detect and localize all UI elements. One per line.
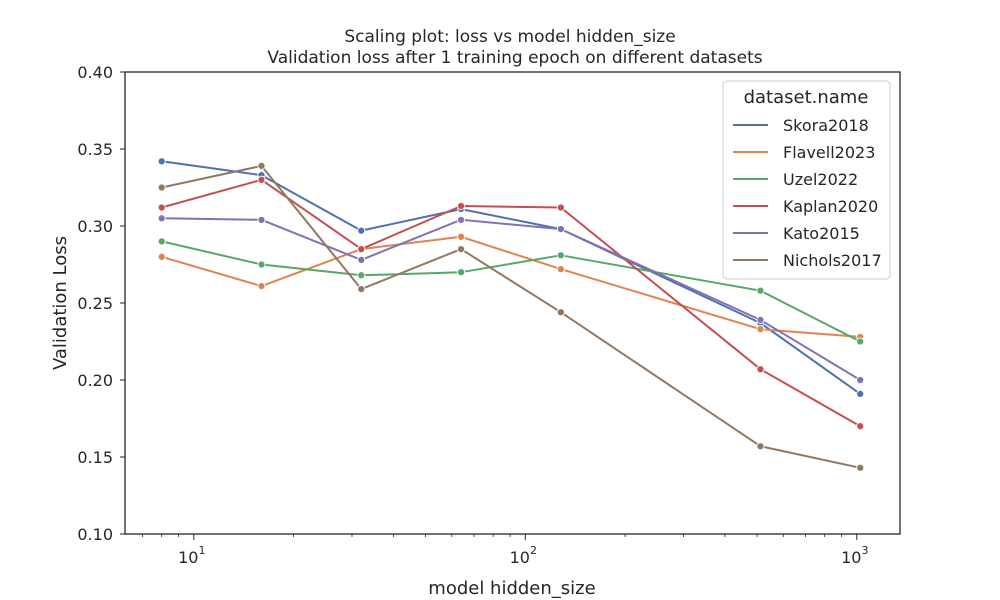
y-tick-label: 0.15	[77, 448, 113, 467]
legend-box	[722, 80, 891, 280]
data-point	[357, 285, 366, 294]
data-point	[856, 337, 865, 346]
data-point	[556, 251, 565, 260]
data-point	[856, 422, 865, 431]
data-point	[856, 463, 865, 472]
legend-label: Kato2015	[783, 224, 860, 243]
series-uzel2022	[157, 237, 865, 346]
data-point	[357, 245, 366, 254]
data-point	[756, 365, 765, 374]
legend-label: Skora2018	[783, 116, 869, 135]
legend-title: dataset.name	[744, 87, 869, 108]
chart-title: Scaling plot: loss vs model hidden_size	[344, 27, 675, 47]
data-point	[357, 271, 366, 280]
legend-item: Skora2018	[733, 116, 869, 135]
data-point	[556, 265, 565, 274]
data-point	[157, 237, 166, 246]
x-tick-exponent: 3	[861, 544, 868, 557]
data-point	[357, 255, 366, 264]
x-tick-label: 103	[841, 544, 868, 567]
series-kaplan2020	[157, 175, 865, 431]
data-point	[856, 375, 865, 385]
y-tick-label: 0.20	[77, 371, 113, 390]
x-axis: 101 102 103	[142, 534, 868, 567]
legend-label: Uzel2022	[783, 170, 858, 189]
x-tick-label: 101	[178, 544, 205, 567]
x-tick-base: 10	[178, 548, 198, 567]
data-point	[756, 286, 765, 295]
data-point	[556, 225, 565, 234]
series-kato2015	[157, 214, 865, 385]
x-tick-base: 10	[841, 548, 861, 567]
x-tick-base: 10	[510, 548, 530, 567]
x-tick-label: 102	[510, 544, 537, 567]
data-point	[756, 442, 765, 451]
data-point	[457, 201, 466, 211]
legend-item: Flavell2023	[733, 143, 875, 162]
data-point	[556, 203, 565, 212]
data-point	[157, 157, 166, 166]
x-tick-exponent: 2	[530, 544, 537, 557]
legend-item: Nichols2017	[733, 251, 882, 270]
y-axis: 0.10 0.15 0.20 0.25 0.30 0.35 0.40	[77, 63, 125, 544]
data-point	[157, 252, 166, 261]
data-point	[257, 161, 266, 170]
data-point	[457, 268, 466, 277]
legend: dataset.name Skora2018 Flavell2023 Uzel202…	[722, 80, 891, 280]
legend-item: Kaplan2020	[733, 197, 878, 216]
x-tick-exponent: 1	[198, 544, 205, 557]
legend-item: Uzel2022	[733, 170, 858, 189]
y-tick-label: 0.40	[77, 63, 113, 82]
y-tick-label: 0.10	[77, 525, 113, 544]
data-point	[457, 215, 466, 224]
data-point	[157, 183, 166, 192]
series-layer	[157, 157, 865, 472]
legend-label: Kaplan2020	[783, 197, 878, 216]
y-tick-label: 0.35	[77, 140, 113, 159]
data-point	[756, 325, 765, 334]
data-point	[257, 215, 266, 224]
data-point	[457, 232, 466, 241]
data-point	[357, 226, 366, 235]
data-point	[556, 308, 565, 317]
data-point	[157, 214, 166, 223]
legend-items: Skora2018 Flavell2023 Uzel2022 Kaplan2020 Ka…	[733, 116, 882, 270]
data-point	[257, 282, 266, 291]
legend-label: Flavell2023	[783, 143, 875, 162]
y-tick-label: 0.25	[77, 294, 113, 313]
y-tick-label: 0.30	[77, 217, 113, 236]
data-point	[856, 389, 865, 398]
data-point	[756, 315, 765, 324]
data-point	[457, 245, 466, 254]
legend-label: Nichols2017	[783, 251, 882, 270]
y-axis-label: Validation Loss	[50, 236, 71, 370]
x-axis-label: model hidden_size	[428, 578, 595, 599]
series-nichols2017	[157, 161, 865, 472]
legend-item: Kato2015	[733, 224, 860, 243]
data-point	[157, 203, 166, 212]
chart-subtitle: Validation loss after 1 training epoch o…	[267, 48, 762, 68]
data-point	[257, 260, 266, 269]
data-point	[257, 175, 266, 184]
